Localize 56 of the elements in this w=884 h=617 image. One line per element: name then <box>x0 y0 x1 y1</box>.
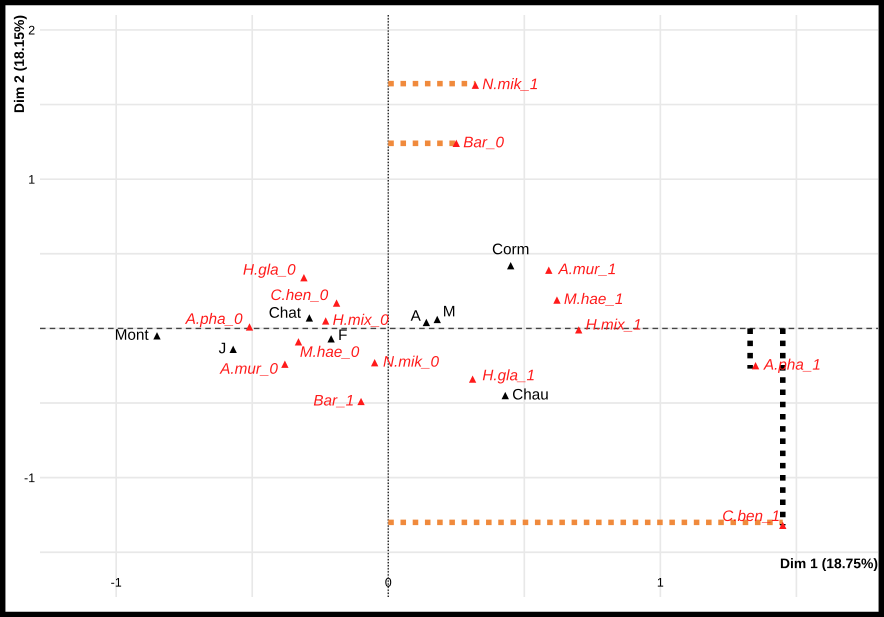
y-tick-label: 1 <box>29 175 35 184</box>
point <box>545 266 552 274</box>
annotation: H.gla_0 <box>243 264 296 278</box>
point <box>752 362 760 370</box>
point <box>322 317 330 325</box>
point <box>357 398 365 406</box>
x-tick-label: 0 <box>385 578 392 587</box>
point <box>553 296 561 304</box>
annotation: C.hen_0 <box>271 288 328 302</box>
point <box>327 335 335 343</box>
annotation: Bar_1 <box>314 394 353 408</box>
point <box>507 262 514 270</box>
point <box>153 332 161 340</box>
annotation: N.mik_1 <box>482 78 538 91</box>
point <box>575 326 582 334</box>
x-tick-label: -1 <box>111 578 122 587</box>
annotation: F <box>339 329 347 340</box>
annotation: N.mik_0 <box>383 356 439 369</box>
point <box>468 375 476 383</box>
annotation: J <box>218 342 226 354</box>
annotation: M.hae_1 <box>564 292 622 306</box>
point <box>294 338 302 346</box>
point <box>306 314 314 322</box>
annotation: A.mur_0 <box>219 363 278 376</box>
point <box>300 274 308 282</box>
annotation: H.gla_1 <box>482 369 534 384</box>
annotation: Corm <box>492 244 528 254</box>
annotation: Chat <box>270 306 301 318</box>
point <box>779 522 786 530</box>
annotation: Bar_0 <box>464 136 504 150</box>
y-tick-label: -1 <box>24 474 35 482</box>
point <box>452 140 460 148</box>
point <box>332 299 340 307</box>
annotation: A <box>410 310 421 321</box>
y-tick-label: 2 <box>28 26 35 34</box>
point <box>422 318 430 326</box>
annotation: Mont <box>116 329 149 340</box>
x-tick-label: 1 <box>658 578 664 587</box>
annotation: Chau <box>512 388 548 400</box>
x-axis-title: Dim 1 (18.75%) <box>780 558 878 572</box>
annotation: H.mix_1 <box>586 318 640 332</box>
point <box>472 81 479 89</box>
annotation: A.mur_1 <box>558 264 615 276</box>
annotation: H.mix_0 <box>333 314 389 327</box>
annotation: M <box>444 306 454 316</box>
annotation: A.pha_0 <box>184 312 242 328</box>
point <box>502 392 509 400</box>
annotation: C.ben_1 <box>723 510 779 523</box>
y-axis-title: Dim 2 (18.15%) <box>14 16 27 112</box>
point <box>230 346 237 353</box>
point <box>281 360 289 368</box>
point <box>370 359 378 366</box>
annotation: M.hae_0 <box>300 346 360 359</box>
annotation: A.pha_1 <box>763 358 820 373</box>
point <box>434 316 441 324</box>
point <box>246 323 254 331</box>
